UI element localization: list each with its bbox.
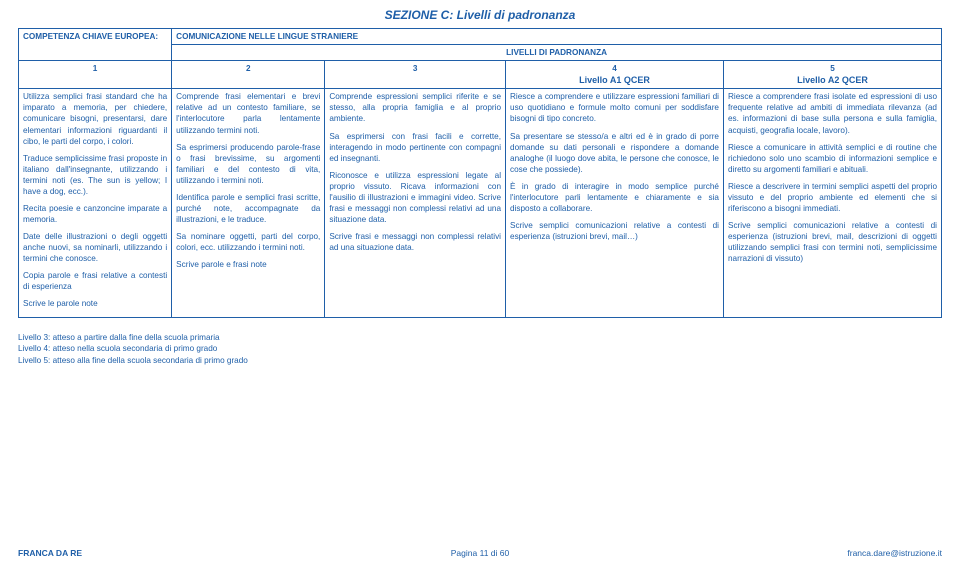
col2-p1: Comprende frasi elementari e brevi relat… <box>176 91 320 135</box>
note-2: Livello 4: atteso nella scuola secondari… <box>18 343 942 354</box>
col5-p4: Scrive semplici comunicazioni relative a… <box>728 220 937 264</box>
level-notes: Livello 3: atteso a partire dalla fine d… <box>18 332 942 365</box>
col1-p1: Utilizza semplici frasi standard che ha … <box>23 91 167 146</box>
page-footer: FRANCA DA RE Pagina 11 di 60 franca.dare… <box>18 548 942 558</box>
col4-p3: È in grado di interagire in modo semplic… <box>510 181 719 214</box>
col2-p3: Identifica parole e semplici frasi scrit… <box>176 192 320 225</box>
col-5-num: 5 <box>728 63 937 74</box>
col-2-header: 2 <box>172 61 325 89</box>
footer-page: Pagina 11 di 60 <box>18 548 942 558</box>
col3-p1: Comprende espressioni semplici riferite … <box>329 91 501 124</box>
col2-p2: Sa esprimersi producendo parole-frase o … <box>176 142 320 186</box>
col-3-num: 3 <box>329 63 501 74</box>
col-5-body: Riesce a comprendere frasi isolate ed es… <box>723 89 941 318</box>
col3-p3: Riconosce e utilizza espressioni legate … <box>329 170 501 225</box>
col5-p2: Riesce a comunicare in attività semplici… <box>728 142 937 175</box>
col4-p1: Riesce a comprendere e utilizzare espres… <box>510 91 719 124</box>
col-3-header: 3 <box>325 61 506 89</box>
col-1-num: 1 <box>23 63 167 74</box>
col1-p3: Recita poesie e canzoncine imparate a me… <box>23 203 167 225</box>
col1-p5: Copia parole e frasi relative a contesti… <box>23 270 167 292</box>
col2-p5: Scrive parole e frasi note <box>176 259 320 270</box>
col5-p3: Riesce a descrivere in termini semplici … <box>728 181 937 214</box>
col-5-sub: Livello A2 QCER <box>728 74 937 86</box>
col-2-num: 2 <box>176 63 320 74</box>
col-5-header: 5 Livello A2 QCER <box>723 61 941 89</box>
col1-p6: Scrive le parole note <box>23 298 167 309</box>
col-4-body: Riesce a comprendere e utilizzare espres… <box>506 89 724 318</box>
col-4-sub: Livello A1 QCER <box>510 74 719 86</box>
competency-table: COMPETENZA CHIAVE EUROPEA: COMUNICAZIONE… <box>18 28 942 318</box>
header-livelli: LIVELLI DI PADRONANZA <box>172 45 942 61</box>
col-3-body: Comprende espressioni semplici riferite … <box>325 89 506 318</box>
header-competenza: COMPETENZA CHIAVE EUROPEA: <box>19 29 172 61</box>
col-1-body: Utilizza semplici frasi standard che ha … <box>19 89 172 318</box>
col2-p4: Sa nominare oggetti, parti del corpo, co… <box>176 231 320 253</box>
col3-p4: Scrive frasi e messaggi non complessi re… <box>329 231 501 253</box>
col3-p2: Sa esprimersi con frasi facili e corrett… <box>329 131 501 164</box>
col-1-header: 1 <box>19 61 172 89</box>
col5-p1: Riesce a comprendere frasi isolate ed es… <box>728 91 937 135</box>
col-2-body: Comprende frasi elementari e brevi relat… <box>172 89 325 318</box>
header-comunicazione: COMUNICAZIONE NELLE LINGUE STRANIERE <box>172 29 942 45</box>
col1-p4: Date delle illustrazioni o degli oggetti… <box>23 231 167 264</box>
col4-p4: Scrive semplici comunicazioni relative a… <box>510 220 719 242</box>
col-4-header: 4 Livello A1 QCER <box>506 61 724 89</box>
col4-p2: Sa presentare se stesso/a e altri ed è i… <box>510 131 719 175</box>
note-1: Livello 3: atteso a partire dalla fine d… <box>18 332 942 343</box>
section-title: SEZIONE C: Livelli di padronanza <box>18 8 942 22</box>
col1-p2: Traduce semplicissime frasi proposte in … <box>23 153 167 197</box>
col-4-num: 4 <box>510 63 719 74</box>
note-3: Livello 5: atteso alla fine della scuola… <box>18 355 942 366</box>
